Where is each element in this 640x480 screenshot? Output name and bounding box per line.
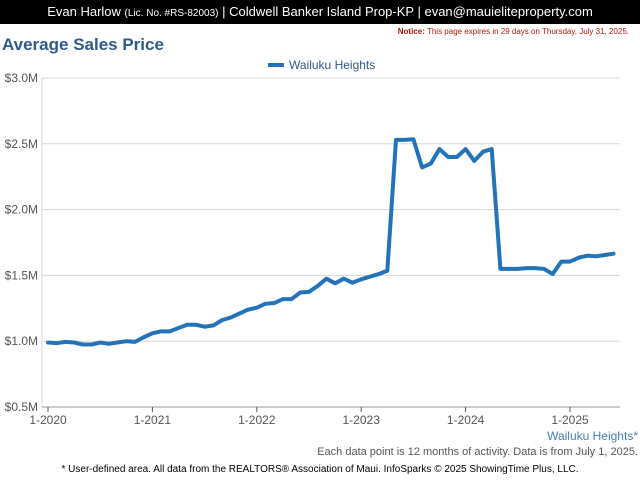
data-point <box>612 252 615 256</box>
data-point <box>133 340 137 344</box>
data-point <box>455 155 459 159</box>
data-point <box>237 312 241 316</box>
data-point <box>63 340 67 344</box>
data-point <box>533 266 537 270</box>
legend-label: Wailuku Heights <box>289 58 376 72</box>
data-point <box>168 329 172 333</box>
data-point <box>603 253 607 257</box>
data-point <box>542 267 546 271</box>
data-point <box>342 277 346 281</box>
data-point <box>385 269 389 273</box>
data-point <box>142 335 146 339</box>
data-point <box>220 318 224 322</box>
data-point <box>368 275 372 279</box>
data-point <box>411 137 415 141</box>
legend-swatch <box>268 63 284 67</box>
brokerage-name: | Coldwell Banker Island Prop-KP | <box>222 4 421 19</box>
y-tick-label: $3.0M <box>5 71 38 85</box>
data-point <box>203 325 207 329</box>
x-tick-label: 1-2024 <box>447 413 485 427</box>
y-tick-label: $1.0M <box>5 334 38 348</box>
agent-header-bar: Evan Harlow (Lic. No. #RS-82003) | Coldw… <box>0 0 640 24</box>
data-point <box>229 316 233 320</box>
x-area-label: Wailuku Heights* <box>547 429 638 443</box>
data-point <box>290 297 294 301</box>
agent-email[interactable]: evan@mauieliteproperty.com <box>424 4 593 19</box>
y-tick-label: $2.0M <box>5 203 38 217</box>
data-point <box>377 272 381 276</box>
data-point <box>307 290 311 294</box>
data-point <box>116 341 120 345</box>
data-point <box>568 260 572 264</box>
data-point <box>264 302 267 306</box>
data-point <box>124 339 128 343</box>
data-point <box>211 323 215 327</box>
series-line-wailuku-heights <box>46 137 616 347</box>
data-point <box>72 341 76 345</box>
data-point <box>177 326 180 330</box>
expiry-notice: Notice: This page expires in 29 days on … <box>398 27 629 36</box>
data-point <box>324 277 328 281</box>
data-point <box>81 342 85 346</box>
data-point <box>194 323 198 327</box>
data-point <box>255 306 259 310</box>
data-point <box>150 331 154 335</box>
data-point <box>403 138 407 142</box>
data-point <box>577 256 581 260</box>
data-point <box>420 165 424 169</box>
data-point <box>107 342 111 346</box>
x-tick-label: 1-2021 <box>134 413 172 427</box>
y-tick-label: $1.5M <box>5 268 38 282</box>
data-point <box>316 284 320 288</box>
data-point <box>46 341 50 345</box>
notice-text: This page expires in 29 days on Thursday… <box>426 27 629 36</box>
data-point <box>490 147 494 151</box>
series-layer <box>46 137 616 347</box>
x-tick-label: 1-2023 <box>343 413 381 427</box>
x-tick-label: 1-2025 <box>551 413 589 427</box>
y-tick-label: $0.5M <box>5 400 38 414</box>
data-note: Each data point is 12 months of activity… <box>317 446 638 458</box>
data-point <box>55 341 59 345</box>
data-point <box>481 150 485 154</box>
data-point <box>394 138 398 142</box>
x-tick-label: 1-2022 <box>238 413 276 427</box>
axes: $0.5M $1.0M $1.5M $2.0M $2.5M $3.0M 1-2020 1-20… <box>5 71 589 427</box>
data-point <box>551 272 555 276</box>
data-point <box>438 147 441 151</box>
data-point <box>446 155 450 159</box>
data-point <box>585 254 589 258</box>
data-point <box>90 342 93 346</box>
data-point <box>98 341 102 345</box>
agent-name: Evan Harlow <box>47 4 121 19</box>
data-point <box>272 301 276 305</box>
data-point <box>559 260 563 264</box>
data-point <box>525 266 528 270</box>
data-point <box>359 277 363 281</box>
notice-label: Notice: <box>397 27 425 36</box>
data-point <box>472 159 476 163</box>
data-point <box>429 162 433 166</box>
gridlines <box>41 77 620 408</box>
data-point <box>594 254 598 258</box>
data-point <box>351 281 354 285</box>
data-point <box>298 291 302 295</box>
data-point <box>246 308 250 312</box>
x-tick-label: 1-2020 <box>29 413 67 427</box>
data-point <box>159 329 163 333</box>
data-point <box>185 323 189 327</box>
data-point <box>333 281 337 285</box>
data-point <box>498 267 502 271</box>
data-point <box>281 297 285 301</box>
data-point <box>516 267 520 271</box>
chart-title: Average Sales Price <box>2 35 164 54</box>
data-point <box>464 147 468 151</box>
license-number: (Lic. No. #RS-82003) <box>124 8 219 19</box>
data-point <box>507 267 511 271</box>
chart-legend: Wailuku Heights <box>268 58 375 72</box>
y-tick-label: $2.5M <box>5 137 38 151</box>
source-note: * User-defined area. All data from the R… <box>61 464 579 475</box>
